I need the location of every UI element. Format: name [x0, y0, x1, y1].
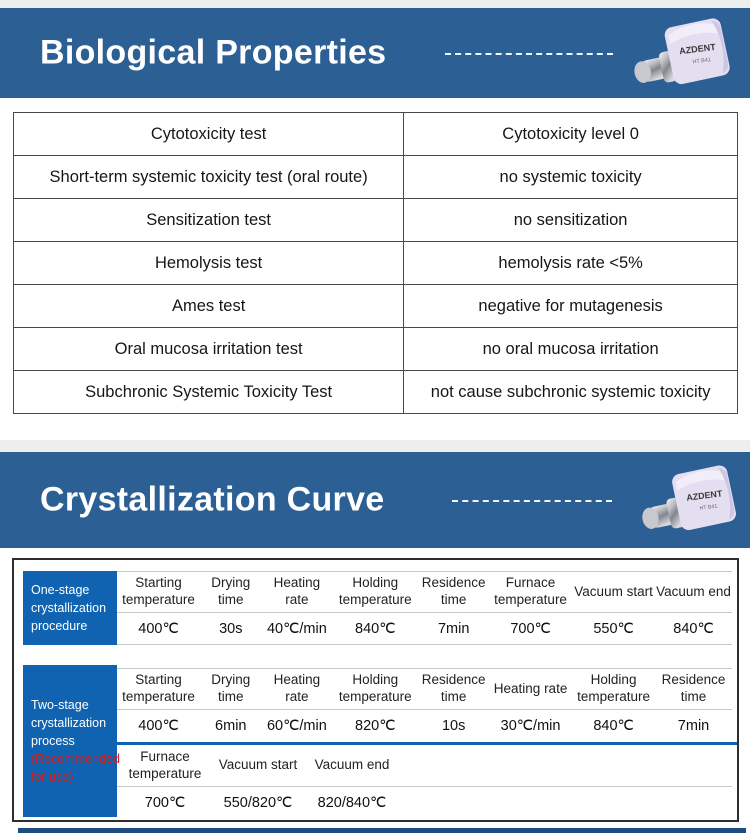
column-header: Furnace temperature [494, 575, 567, 607]
table-row: Subchronic Systemic Toxicity Test not ca… [12, 370, 738, 414]
test-name: Oral mucosa irritation test [12, 327, 405, 371]
ceramic-block-image: AZDENT HT B41 [642, 465, 736, 531]
value-cell: 7min [437, 620, 470, 637]
two-stage-values-row-2: 700℃ 550/820℃ 820/840℃ [117, 787, 732, 819]
two-stage-table: Starting temperature Drying time Heating… [117, 668, 737, 819]
value-cell: 700℃ [144, 795, 186, 811]
dashed-line [445, 53, 613, 55]
value-cell: 550℃ [593, 620, 634, 637]
value-cell: 840℃ [593, 718, 634, 734]
biological-properties-banner: Biological Properties AZDENT HT B41 [0, 8, 750, 98]
one-stage-values-row: 400℃ 30s 40℃/min 840℃ 7min 700℃ 550℃ 840… [117, 613, 732, 645]
column-header: Holding temperature [338, 575, 412, 607]
table-row: Ames test negative for mutagenesis [12, 284, 738, 328]
one-stage-table: Starting temperature Drying time Heating… [117, 571, 732, 645]
block-brand-label: AZDENT [686, 488, 724, 502]
recommended-note: (Recommended for use) [31, 752, 120, 785]
column-header: Heating rate [273, 575, 321, 607]
crystallization-tables-box: One-stage crystallization procedure Star… [12, 558, 739, 822]
test-result: not cause subchronic systemic toxicity [403, 370, 738, 414]
mid-strip [0, 440, 750, 452]
table-row: Oral mucosa irritation test no oral muco… [12, 327, 738, 371]
two-stage-header-row-2: Furnace temperature Vacuum start Vacuum … [117, 745, 732, 787]
test-name: Cytotoxicity test [12, 112, 405, 156]
one-stage-label: One-stage crystallization procedure [31, 582, 107, 634]
ceramic-block-image: AZDENT HT B41 [634, 18, 730, 85]
block-brand-label: AZDENT [679, 42, 717, 56]
top-strip [0, 0, 750, 8]
value-cell: 550/820℃ [223, 795, 293, 811]
table-row: Sensitization test no sensitization [12, 198, 738, 242]
test-result: hemolysis rate <5% [403, 241, 738, 285]
value-cell: 30s [219, 620, 243, 637]
dashed-line [452, 500, 612, 502]
value-cell: 840℃ [355, 620, 396, 637]
two-stage-values-row-1: 400℃ 6min 60℃/min 820℃ 10s 30℃/min 840℃ … [117, 710, 732, 742]
column-header: Drying time [211, 575, 251, 607]
test-name: Hemolysis test [12, 241, 405, 285]
crystallization-curve-banner: Crystallization Curve AZDENT HT B41 [0, 452, 750, 548]
column-header: Furnace temperature [128, 748, 202, 781]
column-header: Residence time [421, 575, 486, 607]
section-title-biological: Biological Properties [40, 33, 387, 72]
column-header: Heating rate [493, 680, 568, 696]
section-title-crystallization: Crystallization Curve [40, 480, 385, 519]
value-cell: 60℃/min [266, 718, 327, 734]
two-stage-label: Two-stage crystallization process [31, 697, 107, 748]
value-cell: 7min [677, 718, 710, 734]
value-cell: 10s [441, 718, 466, 734]
column-header: Vacuum start [218, 757, 298, 773]
column-header: Residence time [421, 672, 486, 704]
two-stage-header-row-1: Starting temperature Drying time Heating… [117, 668, 732, 710]
block-model-label: HT B41 [692, 57, 711, 65]
column-header: Heating rate [273, 672, 321, 704]
column-header: Holding temperature [577, 672, 650, 704]
test-result: negative for mutagenesis [403, 284, 738, 328]
test-name: Short-term systemic toxicity test (oral … [12, 155, 405, 199]
table-row: Hemolysis test hemolysis rate <5% [12, 241, 738, 285]
column-header: Vacuum start [574, 583, 653, 599]
table-row: Short-term systemic toxicity test (oral … [12, 155, 738, 199]
value-cell: 6min [215, 718, 247, 734]
test-name: Ames test [12, 284, 405, 328]
value-cell: 400℃ [138, 620, 179, 637]
next-section-edge-bar [18, 828, 746, 833]
test-name: Sensitization test [12, 198, 405, 242]
column-header: Starting temperature [122, 672, 195, 704]
value-cell: 700℃ [510, 620, 551, 637]
value-cell: 820℃ [355, 718, 396, 734]
test-name: Subchronic Systemic Toxicity Test [12, 370, 405, 414]
stage-divider-line [117, 742, 737, 745]
column-header: Residence time [661, 672, 726, 704]
value-cell: 820/840℃ [317, 795, 387, 811]
column-header: Drying time [211, 672, 251, 704]
value-cell: 400℃ [138, 718, 179, 734]
block-model-label: HT B41 [699, 504, 718, 512]
value-cell: 30℃/min [500, 718, 561, 734]
column-header: Holding temperature [338, 672, 412, 704]
test-result: no sensitization [403, 198, 738, 242]
column-header: Vacuum end [314, 757, 390, 773]
value-cell: 40℃/min [266, 620, 327, 637]
test-result: no systemic toxicity [403, 155, 738, 199]
test-result: no oral mucosa irritation [403, 327, 738, 371]
one-stage-header-row: Starting temperature Drying time Heating… [117, 571, 732, 613]
test-result: Cytotoxicity level 0 [403, 112, 738, 156]
two-stage-label-cell: Two-stage crystallization process (Recom… [23, 665, 120, 817]
table-row: Cytotoxicity test Cytotoxicity level 0 [12, 112, 738, 156]
column-header: Vacuum end [656, 583, 731, 599]
value-cell: 840℃ [673, 620, 714, 637]
biological-properties-table: Cytotoxicity test Cytotoxicity level 0 S… [12, 112, 738, 414]
one-stage-label-cell: One-stage crystallization procedure [23, 571, 117, 645]
column-header: Starting temperature [122, 575, 195, 607]
